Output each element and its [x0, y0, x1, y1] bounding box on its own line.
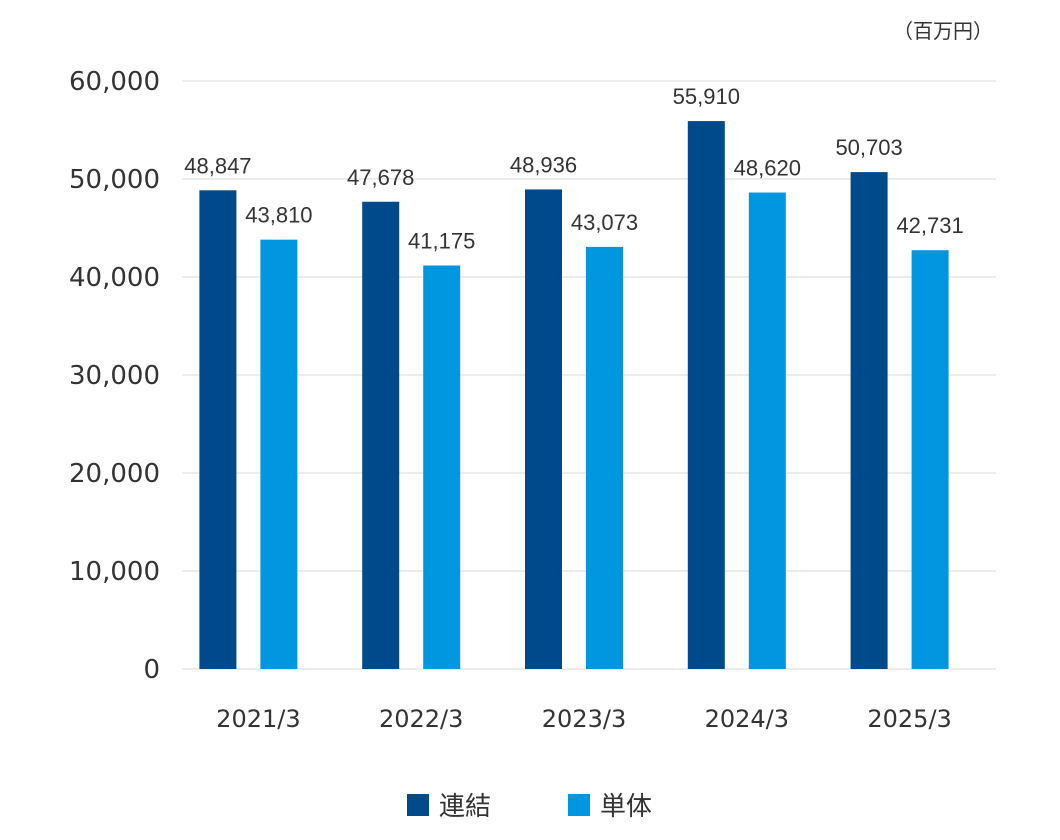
y-tick-label: 40,000	[69, 263, 160, 293]
bar-standalone	[423, 265, 461, 669]
bars	[199, 121, 949, 670]
bar-consolidated	[687, 121, 725, 669]
data-label: 48,620	[734, 156, 801, 181]
legend-swatch	[568, 794, 590, 816]
y-tick-label: 50,000	[69, 165, 160, 195]
bar-consolidated	[199, 190, 237, 670]
bar-consolidated	[525, 189, 562, 670]
x-tick-label: 2024/3	[705, 705, 789, 733]
y-tick-label: 20,000	[69, 459, 160, 489]
bar-standalone	[586, 246, 623, 670]
legend: 連結 単体	[407, 792, 652, 822]
y-axis-ticks: 0 10,000 20,000 30,000 40,000 50,000 60,000	[69, 67, 160, 685]
unit-label: （百万円）	[893, 19, 993, 43]
data-label: 48,936	[510, 152, 577, 177]
data-label: 48,847	[184, 153, 251, 178]
x-tick-label: 2023/3	[542, 705, 626, 733]
y-tick-label: 0	[143, 655, 160, 685]
data-label: 42,731	[896, 213, 963, 238]
x-tick-label: 2022/3	[379, 705, 463, 733]
data-label: 43,073	[571, 210, 638, 235]
y-tick-label: 30,000	[69, 361, 160, 391]
bar-standalone	[260, 239, 298, 670]
bar-standalone	[911, 250, 949, 669]
data-label: 47,678	[347, 165, 414, 190]
y-tick-label: 10,000	[69, 557, 160, 587]
x-axis-ticks: 2021/3 2022/3 2023/3 2024/3 2025/3	[216, 705, 952, 733]
legend-label: 単体	[600, 792, 652, 822]
data-label: 41,175	[408, 228, 475, 253]
data-labels: 48,847 43,810 47,678 41,175 48,936 43,073 55,9…	[184, 84, 963, 253]
y-tick-label: 60,000	[69, 67, 160, 97]
legend-swatch	[407, 794, 429, 816]
x-tick-label: 2021/3	[216, 705, 300, 733]
x-tick-label: 2025/3	[867, 705, 951, 733]
data-label: 43,810	[245, 203, 312, 228]
data-label: 50,703	[835, 135, 902, 160]
bar-standalone	[748, 192, 786, 670]
bar-consolidated	[362, 201, 400, 669]
bar-consolidated	[850, 172, 888, 669]
data-label: 55,910	[673, 84, 740, 109]
legend-label: 連結	[439, 792, 491, 822]
